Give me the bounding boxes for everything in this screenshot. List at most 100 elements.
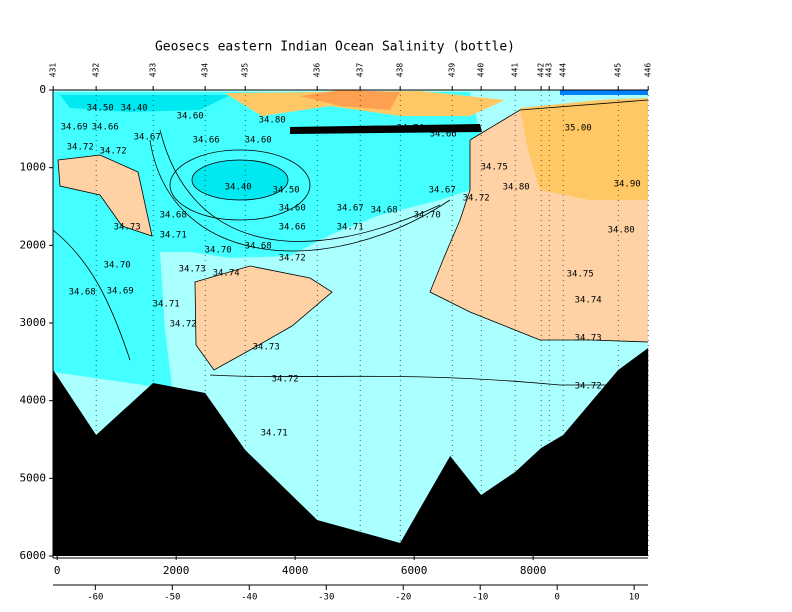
x2-tick-label: 10: [629, 593, 640, 603]
x2-tick-label: 0: [554, 593, 559, 603]
contour-label: 34.72: [170, 319, 197, 329]
contour-line: [159, 129, 441, 242]
x2-tick-label: -30: [318, 593, 334, 603]
contour-label: 34.60: [177, 112, 204, 122]
station-label: 434: [201, 63, 210, 78]
fill-highest: [300, 90, 400, 110]
contour-label: 34.67: [337, 203, 364, 213]
contour-label: 34.74: [575, 296, 602, 306]
contour-label: 34.90: [614, 179, 641, 189]
contour-label: 34.66: [430, 129, 457, 139]
x-tick-label: 8000: [520, 564, 547, 577]
contour-label: 34.40: [225, 183, 252, 193]
contour-label: 34.73: [179, 265, 206, 275]
contour-label: 34.67: [134, 132, 161, 142]
contour-label: 34.72: [272, 374, 299, 384]
contour-label: 34.66: [279, 223, 306, 233]
contour-label: 34.80: [503, 183, 530, 193]
station-label: 442: [537, 63, 546, 78]
contour-label: 34.71: [261, 428, 288, 438]
contour-label: 34.72: [279, 253, 306, 263]
contour-label: 34.75: [567, 269, 594, 279]
x2-tick-label: -50: [164, 593, 180, 603]
x-tick-label: 6000: [401, 564, 428, 577]
contour-label: 34.71: [160, 231, 187, 241]
contour-label: 34.75: [481, 162, 508, 172]
contour-label: 34.68: [69, 288, 96, 298]
x2-tick-label: -10: [472, 593, 488, 603]
contour-label: 34.73: [114, 223, 141, 233]
station-label: 441: [511, 63, 520, 78]
contour-label: 34.72: [67, 143, 94, 153]
x2-tick-label: -60: [87, 593, 103, 603]
contour-label: 34.50: [273, 186, 300, 196]
contour-lines: [53, 99, 648, 386]
fill-surface: [560, 90, 648, 95]
fill-higher: [520, 98, 648, 200]
x-tick-label: 0: [54, 564, 61, 577]
contour-label: 34.72: [463, 194, 490, 204]
contour-label: 34.80: [608, 226, 635, 236]
salinity-fill: [53, 90, 648, 556]
contour-line: [191, 159, 289, 201]
station-label: 436: [313, 63, 322, 78]
contour-label: 35.00: [565, 123, 592, 133]
y-tick-label: 1000: [20, 161, 47, 174]
station-label: 433: [149, 63, 158, 78]
y-tick-label: 4000: [20, 394, 47, 407]
contour-label: 34.72: [575, 381, 602, 391]
contour-label: 34.40: [121, 104, 148, 114]
contour-label: 34.71: [337, 223, 364, 233]
chart-title: Geosecs eastern Indian Ocean Salinity (b…: [155, 40, 515, 55]
station-label: 431: [49, 63, 58, 78]
contour-label: 34.72: [100, 146, 127, 156]
contour-label: 34.70: [205, 245, 232, 255]
x-tick-label: 4000: [282, 564, 309, 577]
contour-label: 34.68: [371, 205, 398, 215]
station-label: 439: [448, 63, 457, 78]
contour-label: 34.68: [245, 242, 272, 252]
contour-label: 34.50: [87, 104, 114, 114]
contour-label: 34.69: [107, 287, 134, 297]
y-tick-label: 3000: [20, 316, 47, 329]
station-label: 438: [396, 63, 405, 78]
contour-label: 34.66: [92, 122, 119, 132]
y-tick-label: 5000: [20, 471, 47, 484]
y-tick-label: 2000: [20, 238, 47, 251]
contour-label: 34.80: [259, 115, 286, 125]
station-label: 444: [559, 63, 568, 78]
contour-label: 34.70: [414, 211, 441, 221]
contour-label: 34.74: [397, 123, 424, 133]
station-label: 443: [545, 63, 554, 78]
y-tick-label: 0: [39, 83, 46, 96]
contour-label: 34.66: [193, 136, 220, 146]
fill-core: [192, 160, 288, 200]
station-label: 446: [644, 63, 653, 78]
station-label: 445: [614, 63, 623, 78]
contour-label: 34.60: [245, 136, 272, 146]
contour-label: 34.67: [429, 186, 456, 196]
x2-tick-label: -40: [241, 593, 257, 603]
fill-high: [195, 266, 332, 370]
contour-label: 34.60: [279, 203, 306, 213]
fill-high: [58, 155, 152, 236]
fill-band: [290, 124, 482, 134]
contour-label: 34.68: [160, 211, 187, 221]
station-label: 432: [92, 63, 101, 78]
contour-line: [194, 265, 333, 371]
contour-label: 34.70: [104, 260, 131, 270]
station-label: 435: [241, 63, 250, 78]
contour-label: 34.73: [575, 333, 602, 343]
station-label: 440: [477, 63, 486, 78]
contour-line: [429, 99, 648, 343]
contour-line: [209, 374, 648, 386]
contour-line: [53, 229, 131, 361]
contour-label: 34.74: [213, 268, 240, 278]
contour-line: [57, 154, 153, 237]
fill-core: [60, 95, 230, 112]
station-label: 437: [356, 63, 365, 78]
contour-label: 34.71: [153, 299, 180, 309]
y-tick-label: 6000: [20, 549, 47, 562]
x2-tick-label: -20: [395, 593, 411, 603]
